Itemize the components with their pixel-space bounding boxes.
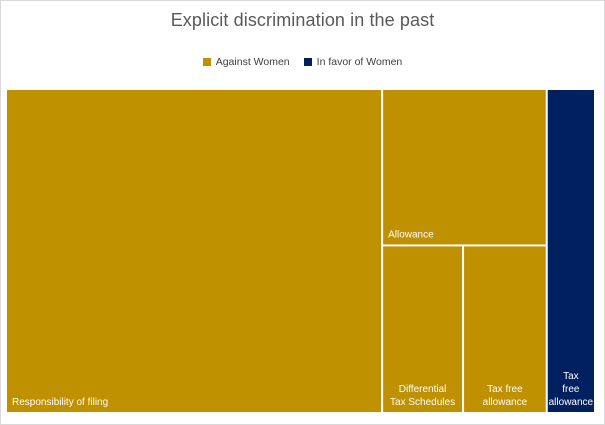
treemap-label: Responsibility of filing	[12, 397, 108, 408]
legend-label-in-favor-of-women: In favor of Women	[316, 56, 403, 68]
treemap-label: Tax free allowance	[549, 371, 594, 408]
treemap-label: Differential Tax Schedules	[390, 384, 455, 408]
treemap-rect	[464, 246, 546, 412]
legend-item-in-favor-of-women: In favor of Women	[303, 56, 403, 68]
treemap-rect	[383, 246, 463, 412]
legend-swatch-against-women	[202, 58, 211, 66]
treemap-rect	[383, 90, 546, 245]
treemap-tile-tax-free-allowance-against-women: Tax free allowance	[464, 246, 546, 412]
treemap-tile-responsibility-of-filing-against-women: Responsibility of filing	[7, 90, 382, 412]
treemap-label: Allowance	[388, 229, 434, 240]
legend-label-against-women: Against Women	[215, 56, 290, 68]
treemap-tile-differential-tax-schedules-against-women: Differential Tax Schedules	[383, 246, 463, 412]
treemap-rect	[7, 90, 382, 412]
legend-item-against-women: Against Women	[202, 56, 290, 68]
treemap-tile-allowance-against-women: Allowance	[383, 90, 546, 245]
legend: Against Women In favor of Women	[0, 56, 605, 68]
chart-title: Explicit discrimination in the past	[170, 10, 435, 30]
treemap-rect	[547, 90, 594, 412]
treemap-label: Tax free allowance	[483, 384, 528, 408]
legend-swatch-in-favor-of-women	[303, 58, 312, 66]
treemap-tile-tax-free-allowance-in-favor-of-women: Tax free allowance	[547, 90, 594, 412]
